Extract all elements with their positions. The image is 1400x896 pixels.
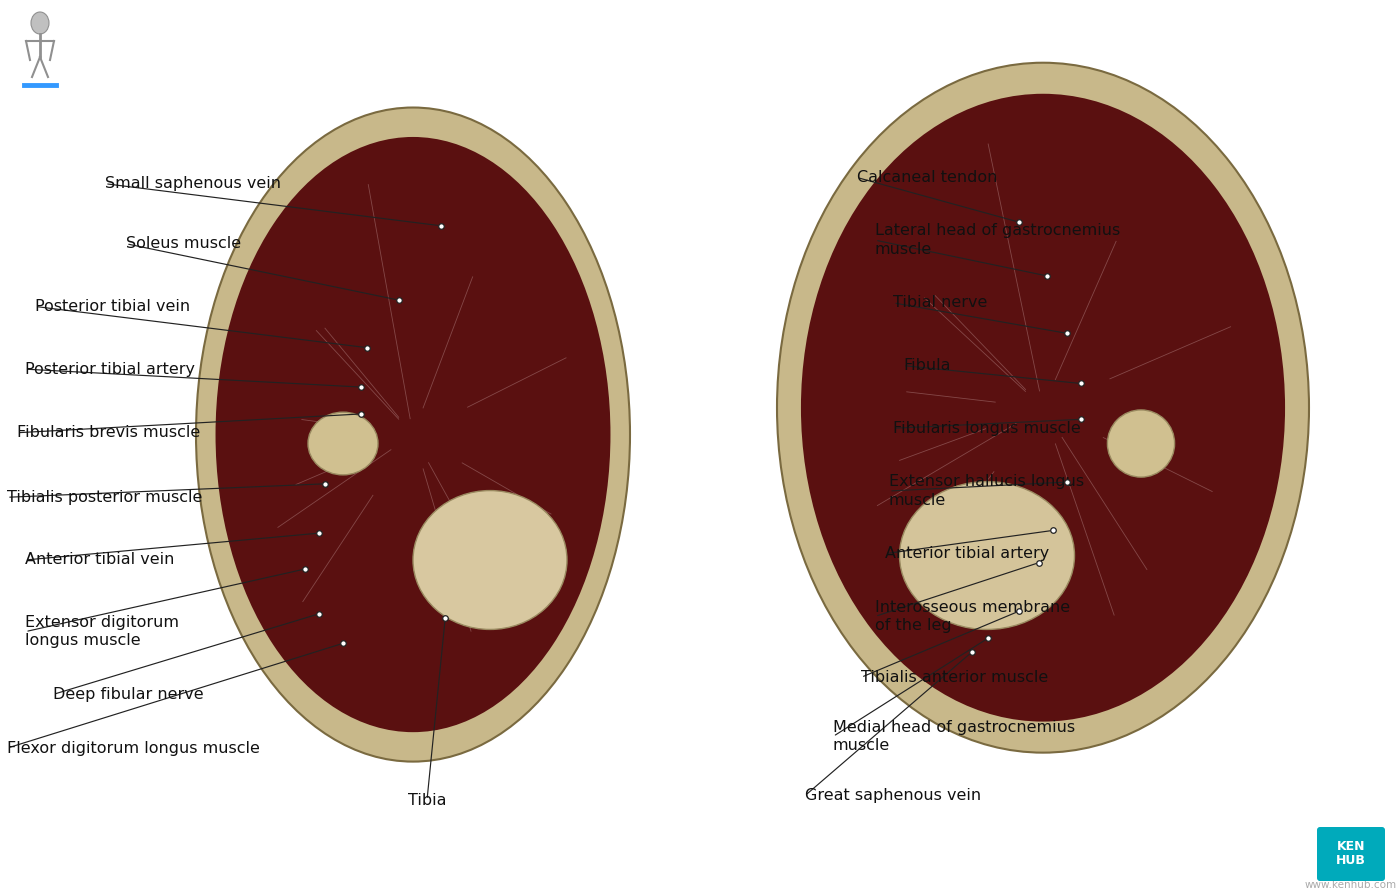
Ellipse shape — [413, 490, 567, 629]
Text: Interosseous membrane
of the leg: Interosseous membrane of the leg — [875, 599, 1070, 633]
Ellipse shape — [777, 63, 1309, 753]
Text: www.kenhub.com: www.kenhub.com — [1305, 880, 1397, 890]
Text: Posterior tibial vein: Posterior tibial vein — [35, 299, 190, 314]
Text: Posterior tibial artery: Posterior tibial artery — [25, 362, 195, 376]
Text: Medial head of gastrocnemius
muscle: Medial head of gastrocnemius muscle — [833, 719, 1075, 754]
Text: Tibial nerve: Tibial nerve — [893, 296, 987, 310]
Text: KEN
HUB: KEN HUB — [1336, 840, 1366, 867]
Text: Flexor digitorum longus muscle: Flexor digitorum longus muscle — [7, 741, 260, 755]
Text: Soleus muscle: Soleus muscle — [126, 237, 241, 251]
Text: Small saphenous vein: Small saphenous vein — [105, 177, 281, 191]
Text: Lateral head of gastrocnemius
muscle: Lateral head of gastrocnemius muscle — [875, 223, 1120, 257]
Ellipse shape — [899, 481, 1075, 629]
Ellipse shape — [31, 12, 49, 34]
Ellipse shape — [801, 94, 1285, 721]
Text: Calcaneal tendon: Calcaneal tendon — [857, 170, 997, 185]
Text: Deep fibular nerve: Deep fibular nerve — [53, 687, 204, 702]
Text: Fibularis brevis muscle: Fibularis brevis muscle — [17, 426, 200, 440]
Text: Tibialis posterior muscle: Tibialis posterior muscle — [7, 490, 203, 504]
Text: Tibia: Tibia — [407, 793, 447, 807]
Text: Great saphenous vein: Great saphenous vein — [805, 788, 981, 803]
Text: Anterior tibial artery: Anterior tibial artery — [885, 547, 1049, 561]
Ellipse shape — [308, 412, 378, 475]
Ellipse shape — [196, 108, 630, 762]
Text: Fibula: Fibula — [903, 358, 951, 373]
Ellipse shape — [1107, 409, 1175, 477]
Text: Anterior tibial vein: Anterior tibial vein — [25, 553, 175, 567]
Text: Tibialis anterior muscle: Tibialis anterior muscle — [861, 670, 1049, 685]
Text: Extensor hallucis longus
muscle: Extensor hallucis longus muscle — [889, 474, 1084, 508]
Text: Extensor digitorum
longus muscle: Extensor digitorum longus muscle — [25, 615, 179, 649]
Text: Fibularis longus muscle: Fibularis longus muscle — [893, 421, 1081, 435]
FancyBboxPatch shape — [1317, 827, 1385, 881]
Ellipse shape — [216, 137, 610, 732]
